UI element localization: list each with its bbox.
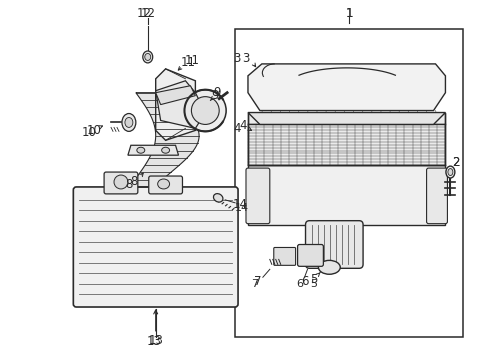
Text: 9: 9 <box>211 89 219 102</box>
Ellipse shape <box>114 175 128 189</box>
Text: 8: 8 <box>130 175 137 189</box>
FancyBboxPatch shape <box>426 168 447 224</box>
Text: 6: 6 <box>300 275 307 288</box>
Text: 14: 14 <box>234 203 248 213</box>
Ellipse shape <box>318 260 340 274</box>
Ellipse shape <box>162 147 169 153</box>
Ellipse shape <box>137 147 144 153</box>
Text: 3: 3 <box>233 53 240 66</box>
Text: 5: 5 <box>309 279 316 289</box>
Text: 7: 7 <box>254 275 261 288</box>
Text: 12: 12 <box>140 7 155 20</box>
FancyBboxPatch shape <box>273 247 295 265</box>
Text: 1: 1 <box>345 7 352 20</box>
Polygon shape <box>247 165 445 225</box>
Polygon shape <box>247 113 445 125</box>
Ellipse shape <box>447 168 452 176</box>
Ellipse shape <box>144 54 150 60</box>
Ellipse shape <box>157 179 169 189</box>
Text: 5: 5 <box>309 273 317 286</box>
Text: 10: 10 <box>81 126 97 139</box>
FancyBboxPatch shape <box>305 221 362 268</box>
Text: 1: 1 <box>345 7 352 20</box>
Polygon shape <box>247 113 445 165</box>
FancyBboxPatch shape <box>297 244 323 266</box>
Polygon shape <box>155 69 195 140</box>
FancyBboxPatch shape <box>73 187 238 307</box>
Text: 11: 11 <box>181 57 196 69</box>
FancyBboxPatch shape <box>245 168 269 224</box>
Ellipse shape <box>191 96 219 125</box>
Text: 2: 2 <box>452 156 459 168</box>
Text: 12: 12 <box>136 7 151 20</box>
Ellipse shape <box>184 90 225 131</box>
Text: 4: 4 <box>239 119 246 132</box>
Polygon shape <box>128 145 178 155</box>
Text: 11: 11 <box>184 54 200 67</box>
Polygon shape <box>247 64 445 111</box>
FancyBboxPatch shape <box>104 172 138 194</box>
Text: 3: 3 <box>242 53 249 66</box>
Polygon shape <box>129 93 199 187</box>
Text: 4: 4 <box>233 122 240 135</box>
Text: 8: 8 <box>125 179 132 192</box>
Text: 2: 2 <box>452 156 459 168</box>
Text: 13: 13 <box>148 334 163 347</box>
Ellipse shape <box>213 194 223 202</box>
Text: 13: 13 <box>146 335 161 348</box>
Bar <box>235 29 462 337</box>
Ellipse shape <box>142 51 152 63</box>
Text: 9: 9 <box>213 86 221 99</box>
Ellipse shape <box>445 166 454 178</box>
Text: 7: 7 <box>251 279 258 289</box>
Text: 14: 14 <box>232 198 247 211</box>
Ellipse shape <box>122 113 136 131</box>
Text: 10: 10 <box>86 124 102 137</box>
Ellipse shape <box>124 117 133 127</box>
FancyBboxPatch shape <box>148 176 182 194</box>
Polygon shape <box>155 81 205 129</box>
Text: 6: 6 <box>295 279 303 289</box>
Polygon shape <box>155 86 195 105</box>
